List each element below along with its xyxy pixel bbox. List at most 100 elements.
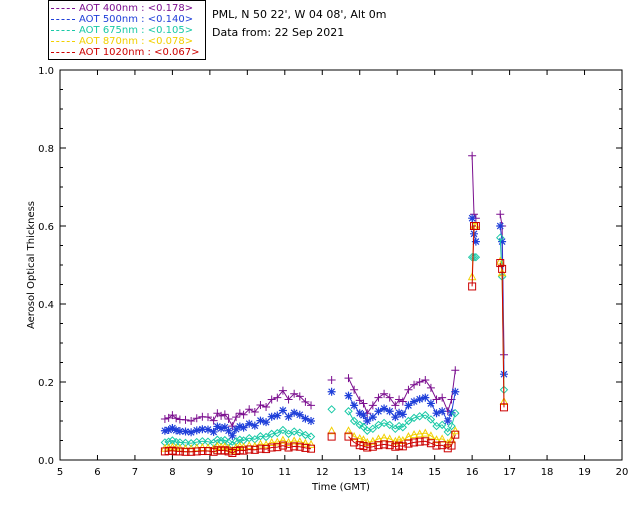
data-point <box>267 412 276 421</box>
data-point <box>235 422 244 431</box>
legend-swatch <box>51 40 75 42</box>
data-point <box>374 393 383 402</box>
data-point <box>327 405 336 414</box>
data-point <box>267 437 277 446</box>
data-point <box>181 415 190 424</box>
data-point <box>447 441 456 450</box>
x-tick-label: 17 <box>503 467 516 478</box>
data-point <box>363 417 372 425</box>
data-point <box>499 403 508 412</box>
data-point <box>273 443 282 452</box>
data-point <box>172 414 181 423</box>
data-point <box>374 407 383 416</box>
data-point <box>496 233 505 242</box>
data-point <box>290 408 299 417</box>
data-point <box>239 410 248 419</box>
data-point <box>301 397 310 406</box>
data-point <box>172 426 181 435</box>
data-point <box>278 406 287 415</box>
y-tick-label: 0.8 <box>38 144 54 155</box>
data-point <box>250 445 259 454</box>
data-point <box>168 424 177 433</box>
data-point <box>181 438 190 448</box>
data-point <box>220 423 229 432</box>
data-point <box>450 426 460 435</box>
data-point <box>350 438 359 447</box>
data-point <box>496 222 505 230</box>
data-point <box>380 404 389 413</box>
data-point <box>398 410 407 419</box>
data-point <box>398 397 407 406</box>
plot-frame <box>59 69 623 461</box>
data-point <box>250 408 259 417</box>
x-tick-label: 5 <box>57 467 63 478</box>
data-point <box>239 446 248 455</box>
data-point <box>181 447 190 456</box>
data-point <box>404 385 413 394</box>
data-point <box>284 443 293 452</box>
data-point <box>160 438 170 447</box>
y-tick-label: 0.0 <box>38 456 54 467</box>
data-point <box>160 426 169 435</box>
data-point <box>295 428 304 437</box>
data-point <box>284 412 293 421</box>
data-point <box>385 441 394 450</box>
data-point <box>359 411 368 420</box>
data-point <box>379 418 389 428</box>
legend: AOT 400nm : <0.178> AOT 500nm : <0.140> AO… <box>48 0 206 60</box>
data-point <box>203 447 212 456</box>
legend-item: AOT 500nm : <0.140> <box>51 14 193 26</box>
data-point <box>256 416 265 425</box>
x-axis-title: Time (GMT) <box>311 482 370 493</box>
data-point <box>273 428 282 438</box>
data-point <box>426 383 435 392</box>
data-point <box>244 441 254 450</box>
data-point <box>432 395 441 404</box>
data-point <box>278 425 288 435</box>
site-info: PML, N 50 22', W 04 08', Alt 0m <box>212 8 387 21</box>
data-point <box>192 447 201 456</box>
y-axis-title: Aerosol Optical Thickness <box>26 201 37 329</box>
data-point <box>498 237 507 246</box>
legend-label: AOT 675nm : <0.105> <box>79 25 194 36</box>
data-point <box>217 411 226 420</box>
data-point <box>426 415 436 424</box>
data-point <box>451 408 460 418</box>
data-point <box>415 395 424 404</box>
legend-label: AOT 400nm : <0.178> <box>79 3 194 14</box>
data-point <box>344 432 353 441</box>
data-point <box>398 442 407 451</box>
data-point <box>469 252 479 262</box>
data-point <box>498 264 507 273</box>
data-point <box>447 421 456 431</box>
data-point <box>295 410 304 419</box>
x-tick-label: 15 <box>428 467 441 478</box>
x-tick-label: 19 <box>578 467 591 478</box>
data-point <box>421 437 430 446</box>
data-point <box>443 417 452 425</box>
legend-item: AOT 675nm : <0.105> <box>51 25 193 37</box>
data-point <box>437 420 447 430</box>
x-tick-label: 7 <box>132 467 138 478</box>
legend-item: AOT 400nm : <0.178> <box>51 3 193 15</box>
data-point <box>468 282 477 291</box>
data-point <box>175 438 185 447</box>
data-point <box>404 401 413 410</box>
data-point <box>301 443 310 452</box>
data-point <box>410 438 419 447</box>
data-point <box>228 431 237 440</box>
data-point <box>262 418 271 427</box>
data-point <box>344 391 353 400</box>
data-point <box>273 393 282 402</box>
legend-swatch <box>51 51 75 53</box>
data-point <box>232 425 241 434</box>
data-point <box>198 447 207 456</box>
data-point <box>344 374 353 383</box>
data-point <box>468 151 477 160</box>
data-point <box>327 387 336 396</box>
data-point <box>327 432 336 441</box>
legend-label: AOT 500nm : <0.140> <box>79 14 194 25</box>
data-point <box>232 413 241 422</box>
data-point <box>398 423 408 432</box>
